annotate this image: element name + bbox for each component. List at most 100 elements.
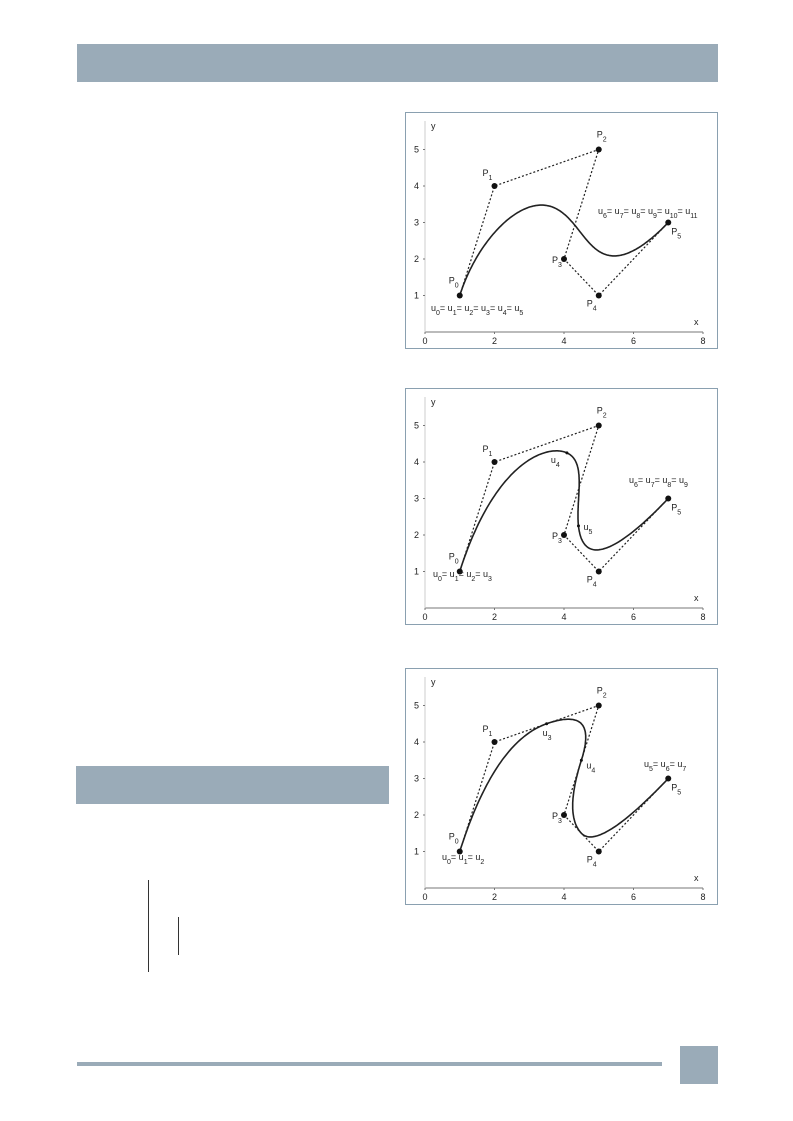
control-point (456, 292, 463, 299)
control-point (665, 775, 672, 782)
x-tick-label: 2 (492, 612, 497, 622)
axis-label: y (431, 121, 436, 131)
point-name: P (552, 811, 558, 821)
x-tick-label: 2 (492, 892, 497, 902)
point-label: P3 (552, 255, 562, 269)
knot-sub: 1 (455, 576, 459, 583)
knot-sub: 5 (588, 528, 592, 535)
knot-sub: 0 (436, 310, 440, 317)
knot-text: u (644, 759, 649, 769)
point-label: P5 (671, 503, 681, 517)
point-index: 1 (489, 175, 493, 182)
y-tick-label: 5 (414, 701, 419, 711)
knot-text: = u (451, 852, 464, 862)
point-label: P2 (597, 406, 607, 420)
control-point (665, 219, 672, 226)
control-point (456, 848, 463, 855)
knot-label: u6= u7= u8= u9= u10= u11 (598, 206, 698, 220)
point-index: 0 (455, 558, 459, 565)
point-label: P2 (597, 130, 607, 144)
knot-dot (576, 524, 580, 528)
y-tick-label: 3 (414, 774, 419, 784)
control-point (561, 256, 567, 262)
y-tick-label: 4 (414, 457, 419, 467)
point-index: 0 (455, 838, 459, 845)
point-name: P (597, 130, 603, 140)
point-name: P (587, 575, 593, 585)
knot-sub: 6 (603, 213, 607, 220)
page-number-box (680, 1046, 718, 1084)
point-index: 5 (677, 233, 681, 240)
knot-sub: 0 (447, 859, 451, 866)
knot-text: = u (624, 206, 637, 216)
curve (459, 718, 669, 852)
control-point (595, 568, 602, 575)
rule (148, 880, 149, 972)
y-tick-label: 4 (414, 737, 419, 747)
point-label: P5 (671, 227, 681, 241)
knot-label: u5 (583, 522, 592, 536)
knot-text: = u (440, 303, 453, 313)
point-index: 4 (593, 581, 597, 588)
point-index: 3 (558, 818, 562, 825)
knot-text: = u (638, 475, 651, 485)
knot-sub: 9 (684, 482, 688, 489)
point-name: P (671, 783, 677, 793)
control-polygon (459, 148, 669, 297)
y-tick-label: 5 (414, 145, 419, 155)
knot-sub: 8 (667, 482, 671, 489)
knot-sub: 2 (480, 859, 484, 866)
knot-text: = u (657, 206, 670, 216)
point-label: P5 (671, 783, 681, 797)
y-tick-label: 5 (414, 421, 419, 431)
y-tick-label: 3 (414, 494, 419, 504)
axis-label: y (431, 397, 436, 407)
point-index: 2 (603, 136, 607, 143)
x-tick-label: 8 (700, 336, 705, 346)
x-tick-label: 4 (561, 336, 566, 346)
control-point (456, 568, 463, 575)
knot-sub: 4 (556, 461, 560, 468)
knot-text: = u (507, 303, 520, 313)
y-tick-label: 1 (414, 291, 419, 301)
knot-sub: 3 (486, 310, 490, 317)
curve (459, 450, 669, 572)
point-index: 5 (677, 789, 681, 796)
x-tick-label: 0 (422, 892, 427, 902)
figure: x y 0 2 4 6 8 1 2 3 4 5 P0 P1 P2 P3 P4 P5 u0= u1= u2= u3 u6… (405, 388, 718, 625)
knot-text: = u (473, 303, 486, 313)
knot-text: = u (459, 569, 472, 579)
point-index: 4 (593, 305, 597, 312)
knot-text: = u (607, 206, 620, 216)
control-point (595, 146, 602, 153)
y-tick-label: 2 (414, 530, 419, 540)
point-name: P (449, 276, 455, 286)
knot-sub: 1 (464, 859, 468, 866)
knot-text: = u (678, 206, 691, 216)
knot-sub: 11 (690, 213, 697, 220)
point-label: P0 (449, 552, 459, 566)
point-name: P (597, 406, 603, 416)
control-point (491, 739, 498, 745)
point-index: 2 (603, 692, 607, 699)
axis-label: x (694, 873, 699, 883)
knot-text: u (586, 760, 591, 770)
y-tick-label: 1 (414, 847, 419, 857)
knot-sub: 2 (469, 310, 473, 317)
knot-sub: 8 (636, 213, 640, 220)
knot-sub: 4 (591, 767, 595, 774)
knot-sub: 6 (666, 766, 670, 773)
knot-label: u4 (586, 760, 595, 774)
y-tick-label: 1 (414, 567, 419, 577)
curve (459, 204, 669, 296)
knot-label: u4 (551, 455, 560, 469)
point-label: P4 (587, 855, 597, 869)
knot-sub: 7 (682, 766, 686, 773)
knot-text: = u (653, 759, 666, 769)
control-point (561, 812, 567, 818)
x-tick-label: 6 (631, 336, 636, 346)
knot-text: = u (640, 206, 653, 216)
control-point (595, 702, 602, 709)
point-index: 2 (603, 412, 607, 419)
